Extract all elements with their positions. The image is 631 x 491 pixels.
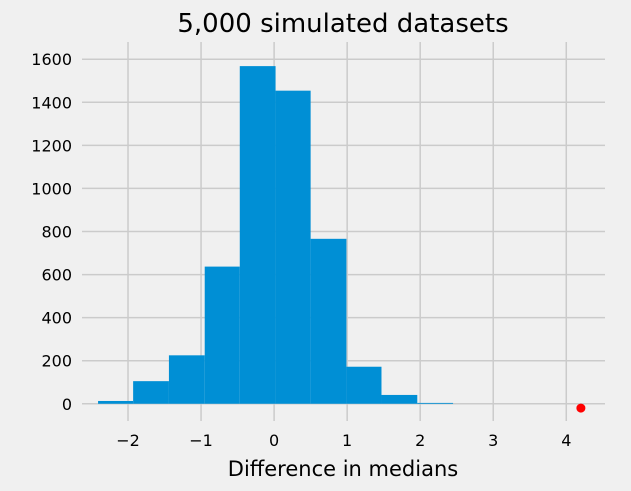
histogram-bars — [98, 66, 454, 404]
histogram-bar — [133, 381, 169, 404]
x-tick-label: 3 — [488, 431, 498, 450]
y-tick-label: 800 — [41, 223, 72, 242]
histogram-bar — [204, 266, 240, 404]
y-tick-label: 600 — [41, 266, 72, 285]
grid-lines — [82, 42, 605, 421]
chart-title: 5,000 simulated datasets — [177, 9, 508, 39]
x-axis-label: Difference in medians — [228, 457, 458, 481]
x-tick-label: 1 — [342, 431, 352, 450]
x-tick-label: −2 — [116, 431, 140, 450]
histogram-bar — [346, 366, 382, 404]
histogram-bar — [239, 66, 276, 404]
histogram-bar — [417, 402, 454, 404]
histogram-bar — [381, 394, 418, 404]
observed-difference-point — [576, 403, 586, 413]
histogram-bar — [168, 355, 205, 404]
y-tick-label: 1200 — [31, 136, 72, 155]
histogram-bar — [98, 400, 134, 404]
x-tick-label: 4 — [561, 431, 571, 450]
y-tick-label: 1000 — [31, 179, 72, 198]
x-tick-label: −1 — [189, 431, 213, 450]
y-tick-label: 1400 — [31, 93, 72, 112]
tick-labels: −2 −1 0 1 2 3 4 0 200 400 600 800 1000 1200 1400 1600 — [31, 50, 571, 450]
y-tick-label: 1600 — [31, 50, 72, 69]
histogram-bar — [275, 90, 311, 404]
y-tick-label: 400 — [41, 309, 72, 328]
histogram-bar — [310, 238, 347, 404]
y-tick-label: 200 — [41, 352, 72, 371]
y-tick-label: 0 — [62, 395, 72, 414]
x-tick-label: 0 — [269, 431, 279, 450]
observed-marker — [576, 403, 586, 413]
x-tick-label: 2 — [415, 431, 425, 450]
